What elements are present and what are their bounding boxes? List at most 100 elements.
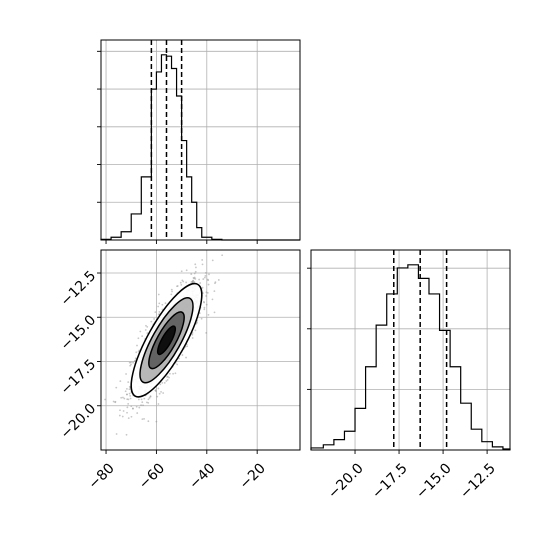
scatter-point xyxy=(125,387,128,390)
scatter-point xyxy=(126,406,129,409)
scatter-point xyxy=(145,401,148,404)
scatter-point xyxy=(159,383,162,386)
scatter-point xyxy=(139,330,142,333)
scatter-point xyxy=(147,398,150,401)
scatter-point xyxy=(166,379,169,381)
scatter-point xyxy=(158,302,161,305)
y-tick-label: −20.0 xyxy=(58,401,100,443)
x-tick-label: −17.5 xyxy=(369,460,411,502)
scatter-point xyxy=(193,272,196,275)
density-contour xyxy=(156,325,177,356)
scatter-point xyxy=(207,283,210,286)
scatter-point xyxy=(202,278,205,280)
x-tick-label: −40 xyxy=(186,460,218,492)
scatter-point xyxy=(191,337,194,339)
scatter-point xyxy=(154,311,157,314)
scatter-point xyxy=(146,325,149,328)
scatter-point xyxy=(198,278,201,281)
scatter-point xyxy=(200,317,203,320)
scatter-point xyxy=(131,407,134,410)
scatter-point xyxy=(162,392,165,394)
scatter-point xyxy=(136,344,138,347)
scatter-point xyxy=(125,433,128,436)
scatter-point xyxy=(154,389,157,392)
scatter-point xyxy=(193,281,196,283)
scatter-point xyxy=(119,380,122,383)
scatter-point xyxy=(176,285,179,287)
x-tick-label: −60 xyxy=(136,460,168,492)
scatter-point xyxy=(207,313,210,316)
scatter-point xyxy=(190,281,193,283)
scatter-point xyxy=(157,313,160,316)
scatter-point xyxy=(141,401,144,404)
scatter-point xyxy=(168,376,170,379)
scatter-point xyxy=(213,311,216,314)
x-tick-label: −20 xyxy=(237,460,269,492)
scatter-point xyxy=(137,350,140,353)
scatter-point xyxy=(128,388,131,391)
scatter-point xyxy=(146,332,149,335)
scatter-point xyxy=(163,381,166,384)
scatter-point xyxy=(182,280,185,283)
scatter-point xyxy=(157,387,160,390)
x-tick-label: −15.0 xyxy=(413,460,455,502)
scatter-point xyxy=(191,333,194,336)
scatter-point xyxy=(192,281,194,284)
scatter-point xyxy=(205,303,208,306)
scatter-point xyxy=(136,412,139,414)
panel-frame xyxy=(310,249,511,451)
scatter-point xyxy=(165,380,168,382)
scatter-point xyxy=(158,311,161,313)
x-tick-label: −12.5 xyxy=(457,460,499,502)
scatter-point xyxy=(217,279,220,281)
scatter-point xyxy=(156,395,159,398)
scatter-point xyxy=(137,337,140,340)
scatter-point xyxy=(221,254,224,257)
scatter-point xyxy=(170,288,173,291)
scatter-point xyxy=(195,266,197,269)
scatter-point xyxy=(130,363,132,366)
scatter-point xyxy=(124,390,127,393)
x-tick-label: −80 xyxy=(86,460,118,492)
scatter-point xyxy=(127,417,130,420)
scatter-point xyxy=(172,372,174,375)
panel-frame xyxy=(100,39,301,241)
scatter-point xyxy=(150,320,153,323)
scatter-point xyxy=(122,410,125,412)
scatter-point xyxy=(204,271,207,274)
scatter-point xyxy=(160,390,162,393)
panel-frame xyxy=(100,249,301,451)
scatter-point xyxy=(122,396,124,399)
scatter-point xyxy=(126,398,129,401)
scatter-point xyxy=(153,318,156,320)
scatter-point xyxy=(203,308,206,311)
scatter-point xyxy=(180,283,183,286)
scatter-point xyxy=(135,405,138,408)
scatter-point xyxy=(155,420,158,423)
scatter-point xyxy=(141,418,144,421)
scatter-point xyxy=(138,406,141,409)
scatter-point xyxy=(174,372,177,375)
scatter-point xyxy=(211,259,214,262)
scatter-point xyxy=(205,295,208,297)
histogram-panel-y: −20.0 −17.5 −15.0 −12.5 xyxy=(307,249,511,502)
scatter-point xyxy=(203,306,206,309)
scatter-point xyxy=(147,401,150,404)
scatter-point xyxy=(211,298,214,301)
scatter-point xyxy=(194,270,197,273)
scatter-point xyxy=(213,290,216,293)
scatter-point xyxy=(205,331,208,334)
scatter-point xyxy=(127,402,130,405)
scatter-point xyxy=(170,293,173,296)
scatter-point xyxy=(119,409,121,412)
scatter-point xyxy=(203,301,206,304)
scatter-point xyxy=(148,397,151,399)
scatter-point xyxy=(166,375,169,378)
scatter-point xyxy=(104,398,107,401)
scatter-point xyxy=(129,394,132,397)
scatter-point xyxy=(128,385,131,388)
scatter-point xyxy=(142,404,144,407)
scatter-point xyxy=(145,324,147,327)
scatter-point xyxy=(180,270,183,273)
scatter-point xyxy=(114,401,117,404)
